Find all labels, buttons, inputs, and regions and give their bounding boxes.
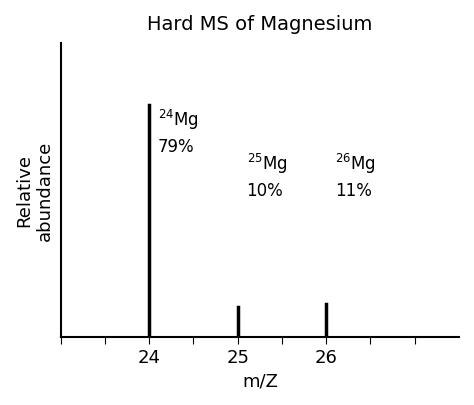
Text: $^{24}$Mg: $^{24}$Mg — [158, 108, 199, 132]
Text: 10%: 10% — [246, 181, 283, 199]
Title: Hard MS of Magnesium: Hard MS of Magnesium — [147, 15, 373, 34]
X-axis label: m/Z: m/Z — [242, 372, 278, 390]
Text: $^{25}$Mg: $^{25}$Mg — [246, 151, 287, 176]
Text: 79%: 79% — [158, 137, 195, 155]
Text: $^{26}$Mg: $^{26}$Mg — [335, 151, 376, 176]
Text: 11%: 11% — [335, 181, 372, 199]
Y-axis label: Relative
abundance: Relative abundance — [15, 140, 54, 240]
